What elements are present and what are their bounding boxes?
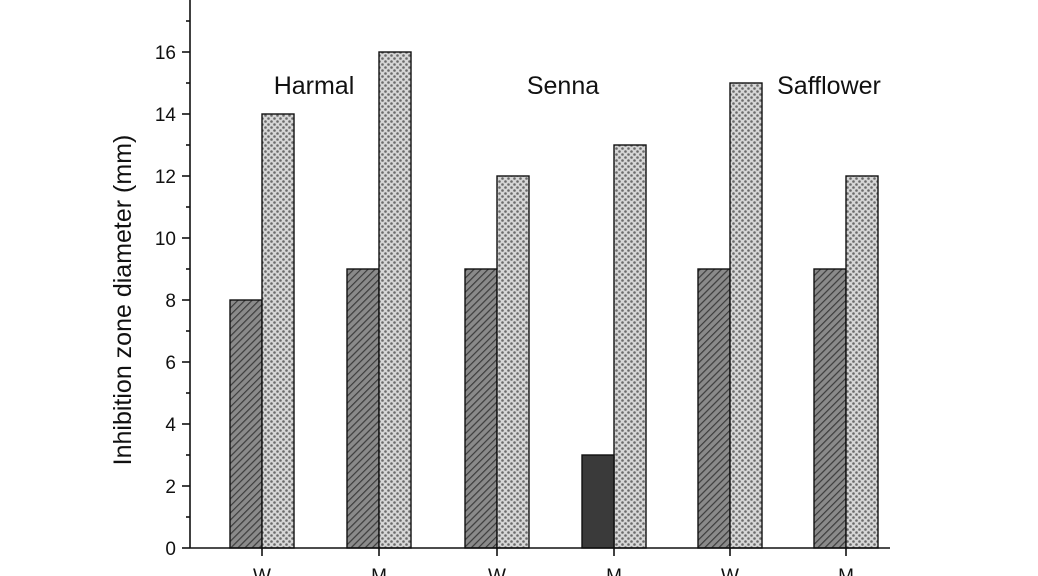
- bar-1-series-2: [261, 113, 295, 549]
- y-tick-label-10: 10: [155, 229, 176, 250]
- y-tick-label-16: 16: [155, 43, 176, 64]
- bar-3-series-1: [464, 268, 498, 549]
- bar-4-series-2: [613, 144, 647, 549]
- x-tick-label: W: [253, 566, 271, 576]
- group-label-safflower: Safflower: [777, 72, 881, 100]
- y-tick-label-6: 6: [165, 353, 176, 374]
- x-axis-ticks: WMWMWM: [253, 548, 854, 576]
- x-tick-label: M: [838, 566, 854, 576]
- x-tick-label: W: [721, 566, 739, 576]
- group-label-senna: Senna: [527, 72, 599, 100]
- bar-1-series-1: [229, 299, 263, 549]
- plot-area: 0 2 4 6 8 10 12 14 16 W M W M W M Harmal Senna Safflowe…: [155, 0, 890, 576]
- bar-6-series-1: [813, 268, 847, 549]
- bars-layer: [229, 51, 879, 549]
- y-tick-label-2: 2: [165, 477, 176, 498]
- y-tick-label-12: 12: [155, 167, 176, 188]
- group-labels: Harmal Senna Safflower: [274, 72, 881, 100]
- bar-3-series-2: [496, 175, 530, 549]
- group-label-harmal: Harmal: [274, 72, 355, 100]
- y-tick-label-4: 4: [165, 415, 176, 436]
- x-tick-label: M: [606, 566, 622, 576]
- y-axis-ticks: 0 2 4 6 8 10 12 14 16: [155, 20, 190, 560]
- bar-4-series-3: [581, 454, 615, 549]
- x-tick-label: M: [371, 566, 387, 576]
- y-tick-label-8: 8: [165, 291, 176, 312]
- bar-2-series-2: [378, 51, 412, 549]
- y-tick-label-14: 14: [155, 105, 177, 126]
- x-tick-label: W: [488, 566, 506, 576]
- y-tick-label-0: 0: [165, 539, 176, 560]
- y-axis-title: Inhibition zone diameter (mm): [109, 135, 137, 466]
- bar-5-series-2: [729, 82, 763, 549]
- bar-6-series-2: [845, 175, 879, 549]
- bar-2-series-1: [346, 268, 380, 549]
- bar-5-series-1: [697, 268, 731, 549]
